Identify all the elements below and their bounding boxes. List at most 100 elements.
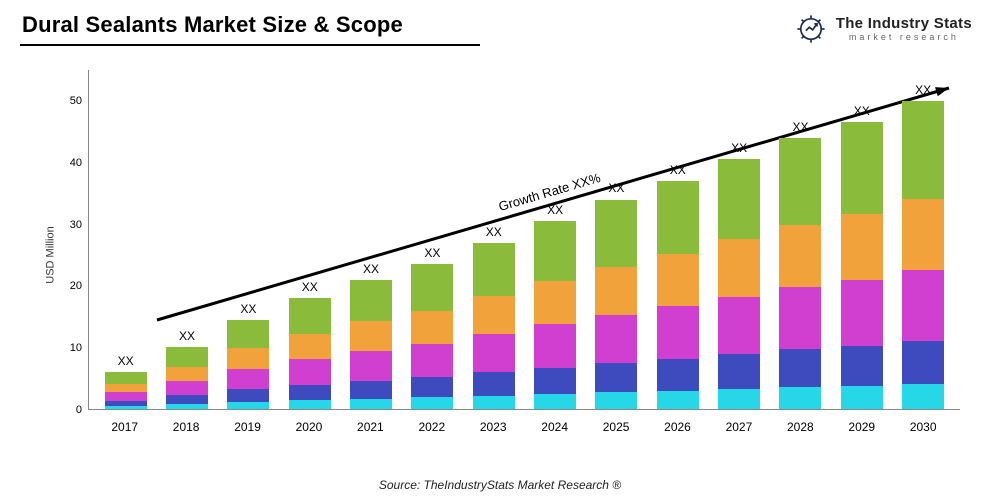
bar-segment (902, 199, 944, 270)
bar-col: XX (595, 199, 637, 409)
bar-segment (718, 354, 760, 389)
bar-segment (779, 387, 821, 409)
x-tick-label: 2028 (779, 414, 821, 440)
brand-line2: market research (836, 33, 972, 42)
bar-segment (595, 200, 637, 267)
bar-segment (105, 372, 147, 384)
bar-segment (473, 296, 515, 334)
bar-segment (841, 386, 883, 409)
bar (595, 199, 637, 409)
page-root: Dural Sealants Market Size & Scope The I… (0, 0, 1000, 500)
bar-segment (902, 341, 944, 384)
bar-segment (289, 400, 331, 409)
bar-segment (779, 287, 821, 349)
y-ticks: 01020304050 (52, 70, 82, 410)
bar-value-label: XX (670, 163, 686, 177)
bar-segment (350, 399, 392, 409)
bar-segment (779, 138, 821, 225)
bar-segment (657, 391, 699, 409)
source-text: Source: TheIndustryStats Market Research… (0, 478, 1000, 492)
bar-col: XX (841, 122, 883, 409)
x-tick-label: 2029 (841, 414, 883, 440)
bar (473, 243, 515, 409)
bar-col: XX (166, 347, 208, 409)
y-tick: 0 (52, 404, 82, 416)
bar-segment (227, 389, 269, 402)
x-tick-label: 2022 (411, 414, 453, 440)
bar (841, 122, 883, 409)
bar-col: XX (534, 221, 576, 409)
bar-segment (534, 281, 576, 324)
bar-segment (534, 221, 576, 281)
bar-segment (718, 239, 760, 296)
y-tick: 50 (52, 95, 82, 107)
bar-segment (227, 402, 269, 409)
x-tick-label: 2023 (472, 414, 514, 440)
bar-segment (473, 334, 515, 372)
y-tick: 40 (52, 157, 82, 169)
bar (105, 372, 147, 409)
bar-segment (411, 377, 453, 397)
bar-segment (289, 334, 331, 360)
bar-segment (718, 297, 760, 354)
bar-segment (166, 367, 208, 381)
bar (718, 159, 760, 409)
x-tick-label: 2024 (534, 414, 576, 440)
bar-segment (350, 351, 392, 381)
bar-value-label: XX (240, 302, 256, 316)
bar-segment (105, 384, 147, 393)
bar-segment (779, 349, 821, 387)
bar-segment (595, 315, 637, 363)
bar-segment (473, 372, 515, 395)
bar-segment (534, 324, 576, 367)
bar-value-label: XX (731, 141, 747, 155)
bar (289, 298, 331, 409)
plot-area: Growth Rate XX% XXXXXXXXXXXXXXXXXXXXXXXX… (88, 70, 960, 410)
bar-col: XX (411, 264, 453, 409)
bar-col: XX (350, 280, 392, 409)
bar-value-label: XX (363, 262, 379, 276)
bar-segment (902, 101, 944, 200)
bar-segment (841, 280, 883, 346)
y-tick: 30 (52, 219, 82, 231)
bar-segment (595, 267, 637, 315)
y-tick: 20 (52, 280, 82, 292)
bar-segment (657, 254, 699, 306)
bar-segment (350, 321, 392, 351)
x-tick-label: 2020 (288, 414, 330, 440)
bar-value-label: XX (179, 329, 195, 343)
bar-segment (227, 369, 269, 390)
bar-value-label: XX (792, 120, 808, 134)
bar-segment (166, 381, 208, 395)
brand-line1: The Industry Stats (836, 16, 972, 31)
bar (779, 138, 821, 409)
x-tick-label: 2025 (595, 414, 637, 440)
bar-segment (289, 298, 331, 334)
bar-segment (473, 396, 515, 409)
bar-segment (595, 363, 637, 392)
bar-segment (289, 385, 331, 401)
bar-segment (902, 384, 944, 409)
bar-value-label: XX (486, 225, 502, 239)
bar-segment (105, 392, 147, 401)
bar-segment (657, 306, 699, 358)
y-tick: 10 (52, 342, 82, 354)
bar-segment (779, 225, 821, 287)
bar-segment (411, 311, 453, 344)
bar-col: XX (779, 138, 821, 409)
bar-segment (105, 406, 147, 409)
x-tick-label: 2030 (902, 414, 944, 440)
bar-segment (411, 397, 453, 409)
bar (350, 280, 392, 409)
bar-col: XX (289, 298, 331, 409)
bar-segment (411, 344, 453, 377)
x-tick-label: 2017 (104, 414, 146, 440)
bar-segment (657, 181, 699, 254)
bar-value-label: XX (915, 83, 931, 97)
bar-col: XX (718, 159, 760, 409)
bar (902, 101, 944, 409)
bar-segment (166, 347, 208, 367)
x-tick-label: 2027 (718, 414, 760, 440)
bar-col: XX (227, 320, 269, 409)
bar-col: XX (657, 181, 699, 409)
